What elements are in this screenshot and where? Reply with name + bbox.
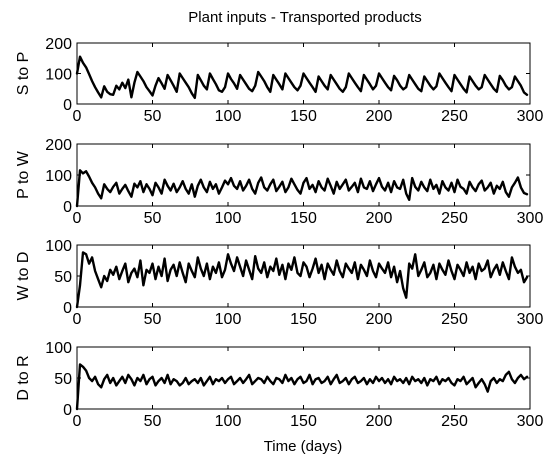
x-tick-label: 200 [366,210,393,227]
x-tick-label: 250 [441,210,468,227]
y-tick-label: 100 [45,340,72,357]
x-tick-label: 50 [144,311,162,328]
x-tick-label: 0 [73,210,82,227]
axes-box [76,143,531,207]
series-line [75,251,529,309]
series-line [75,169,529,208]
y-axis-label: P to W [15,150,32,199]
x-tick-label: 150 [290,413,317,430]
x-tick-label: 100 [215,108,242,125]
series-line [75,55,529,100]
y-tick-label: 200 [45,36,72,53]
panel-1: 0 50 100 150 200 250 300 0 100 200 S to P [15,36,543,125]
panel-4: 0 50 100 150 200 250 300 0 50 100 D to R [15,340,543,430]
y-tick-label: 0 [63,199,72,216]
series-line [75,363,529,411]
x-tick-label: 150 [290,108,317,125]
x-tick-label: 100 [215,413,242,430]
y-axis-label: W to D [15,252,32,301]
x-tick-label: 300 [517,311,544,328]
x-tick-label: 200 [366,311,393,328]
panel-3: 0 50 100 150 200 250 300 0 50 100 W to D [15,238,543,328]
y-tick-label: 100 [45,67,72,84]
x-tick-label: 300 [517,413,544,430]
x-tick-label: 300 [517,210,544,227]
x-tick-label: 150 [290,210,317,227]
y-tick-label: 100 [45,168,72,185]
x-tick-label: 100 [215,311,242,328]
x-axis-label: Time (days) [264,438,343,455]
x-tick-label: 150 [290,311,317,328]
x-tick-label: 300 [517,108,544,125]
x-tick-label: 0 [73,413,82,430]
x-tick-label: 0 [73,108,82,125]
y-tick-label: 0 [63,402,72,419]
y-tick-label: 50 [54,371,72,388]
panel-2: 0 50 100 150 200 250 300 0 100 200 P to W [15,137,543,227]
x-tick-label: 50 [144,210,162,227]
x-tick-label: 250 [441,413,468,430]
x-tick-label: 250 [441,311,468,328]
x-tick-label: 50 [144,108,162,125]
x-tick-label: 250 [441,108,468,125]
y-axis-label: S to P [15,52,32,96]
y-tick-label: 50 [54,269,72,286]
x-tick-label: 200 [366,413,393,430]
y-tick-label: 0 [63,300,72,317]
y-tick-label: 100 [45,238,72,255]
y-tick-label: 200 [45,137,72,154]
chart-title: Plant inputs - Transported products [188,9,421,26]
y-tick-label: 0 [63,97,72,114]
y-axis-label: D to R [15,355,32,400]
x-tick-label: 200 [366,108,393,125]
x-tick-label: 0 [73,311,82,328]
x-tick-label: 50 [144,413,162,430]
x-tick-label: 100 [215,210,242,227]
